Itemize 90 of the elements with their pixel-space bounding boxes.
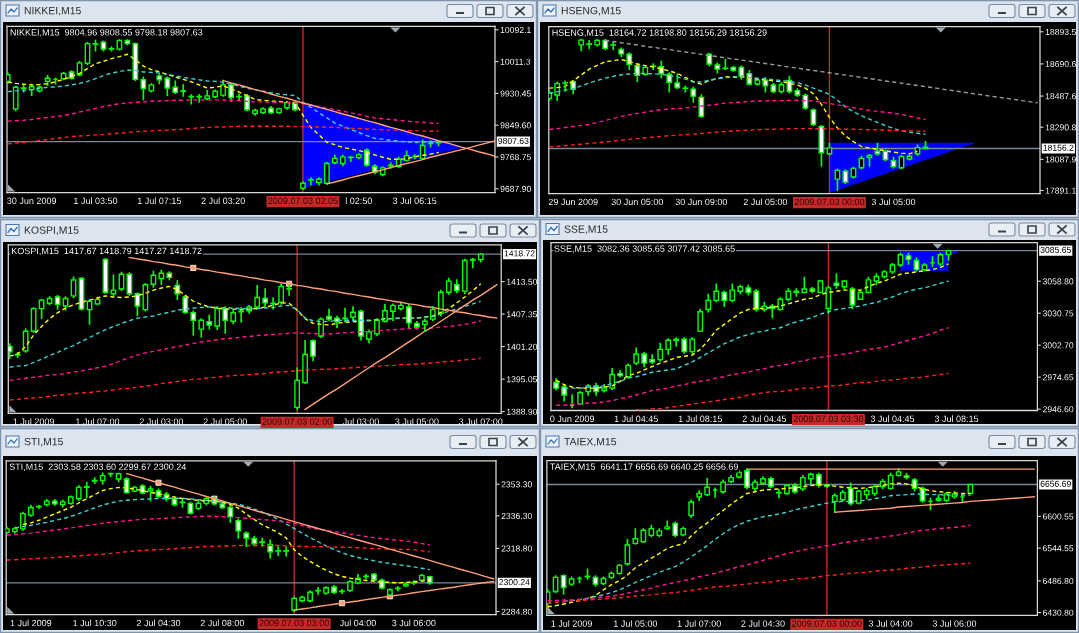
x-tick-label: 1 Jul 2009: [551, 620, 592, 627]
x-tick-label: 1 Jul 07:15: [137, 197, 182, 204]
y-tick-label: 1413.50: [507, 278, 538, 285]
ref-line-label: 2300.24: [499, 579, 530, 586]
x-tick-label: 30 Jun 09:00: [675, 198, 728, 206]
x-tick-label: 1 Jul 07:00: [677, 620, 721, 627]
x-tick-label: Jul 04:00: [339, 619, 376, 627]
ref-line-label: 6656.69: [1040, 480, 1071, 487]
x-tick-label: Jul 03:00: [342, 418, 379, 425]
x-tick-label: 1 Jul 04:45: [614, 415, 658, 422]
x-tick-label: 30 Jun 05:00: [611, 198, 664, 206]
x-tick-label: 1 Jul 07:00: [76, 418, 120, 425]
y-tick-label: 2353.30: [501, 481, 532, 488]
y-tick-label: 18487.6: [1045, 93, 1076, 100]
x-tick-label: 30 Jun 2009: [7, 197, 57, 204]
chart-title: HSENG,M15: [561, 6, 621, 16]
x-tick-label: 3 Jul 04:45: [870, 415, 915, 422]
chart-title: SSE,M15: [564, 225, 608, 235]
y-tick-label: 10011.3: [500, 58, 531, 65]
x-tick-label: 3 Jul 08:15: [934, 415, 979, 422]
x-tick-label: 3 Jul 06:15: [392, 197, 437, 204]
ref-line-label: 3085.65: [1040, 246, 1071, 253]
y-tick-label: 9930.45: [500, 90, 531, 97]
x-tick-label: 1 Jul 10:30: [73, 619, 117, 627]
x-tick-label: 3 Jul 05:00: [871, 198, 916, 206]
y-tick-label: 6430.80: [1042, 609, 1074, 616]
chart-title: TAIEX,M15: [564, 438, 617, 447]
chart-subtitle: KOSPI,M15 1417.67 1418.79 1417.27 1418.72: [12, 247, 202, 256]
y-tick-label: 2946.60: [1042, 406, 1074, 413]
x-tick-label: 3 Jul 06:00: [932, 620, 977, 627]
chart-title: NIKKEI,M15: [24, 7, 81, 16]
y-tick-label: 2974.65: [1042, 374, 1074, 381]
chart-subtitle: NIKKEI,M15 9804.96 9808.55 9798.18 9807.63: [10, 29, 203, 37]
x-tick-label: l 02:50: [345, 197, 372, 204]
x-tick-label: 2009.07.03 03:00: [259, 619, 329, 627]
y-tick-label: 2284.80: [501, 608, 532, 615]
chart-subtitle: TAIEX,M15 6641.17 6656.69 6640.25 6656.69: [550, 463, 738, 471]
y-tick-label: 6600.55: [1042, 513, 1074, 520]
y-tick-label: 9687.90: [500, 185, 531, 192]
ref-line-label: 9807.63: [498, 137, 529, 144]
y-tick-label: 18087.9: [1045, 156, 1076, 163]
y-tick-label: 2336.30: [501, 512, 532, 520]
y-tick-label: 3058.80: [1042, 278, 1074, 285]
x-tick-label: 2009.07.03 00:00: [792, 620, 862, 627]
x-tick-label: 2009.07.03 02:00: [262, 418, 332, 425]
chart-subtitle: STI,M15 2303.58 2303.60 2299.67 2300.24: [9, 463, 187, 471]
x-tick-label: 1 Jul 05:00: [613, 620, 658, 627]
x-tick-label: 2 Jul 04:30: [741, 620, 785, 627]
y-tick-label: 6486.80: [1042, 577, 1074, 585]
y-tick-label: 1407.35: [507, 311, 538, 318]
x-tick-label: 2009.07.03 03:30: [793, 415, 864, 422]
x-tick-label: 1 Jul 03:50: [74, 197, 118, 204]
y-tick-label: 1401.20: [507, 343, 538, 350]
y-tick-label: 1395.05: [507, 376, 538, 383]
y-tick-label: 2318.80: [501, 545, 532, 552]
x-tick-label: 1 Jul 08:15: [678, 415, 722, 422]
y-tick-label: 3030.75: [1042, 310, 1074, 317]
chart-title: STI,M15: [24, 437, 63, 447]
y-tick-label: 1388.90: [507, 408, 538, 415]
x-tick-label: 2 Jul 05:00: [203, 418, 247, 425]
chart-title: KOSPI,M15: [24, 226, 79, 236]
x-tick-label: 1 Jul 2009: [13, 418, 55, 425]
x-tick-label: 29 Jun 2009: [548, 198, 598, 206]
y-tick-label: 18690.6: [1045, 61, 1076, 68]
x-tick-label: 2 Jul 04:45: [742, 415, 787, 422]
y-tick-label: 10092.1: [500, 26, 531, 34]
y-tick-label: 9768.75: [500, 154, 531, 161]
x-tick-label: 2 Jul 03:20: [201, 197, 245, 204]
x-tick-label: 3 Jul 07:00: [459, 418, 503, 425]
x-tick-label: 3 Jul 05:00: [395, 418, 439, 425]
y-tick-label: 18290.8: [1045, 124, 1076, 131]
y-tick-label: 17891.1: [1045, 187, 1076, 194]
x-tick-label: 3 Jul 04:00: [868, 620, 913, 627]
x-tick-label: 0 Jun 2009: [550, 415, 595, 422]
x-tick-label: 2 Jul 03:00: [139, 418, 184, 425]
y-tick-label: 9849.60: [500, 122, 531, 129]
y-tick-label: 3002.70: [1042, 342, 1074, 349]
chart-subtitle: HSENG,M15 18164.72 18198.80 18156.29 18156.29: [552, 29, 767, 37]
x-tick-label: 3 Jul 06:00: [392, 619, 436, 627]
x-tick-label: 2 Jul 04:30: [136, 619, 181, 627]
ref-line-label: 18156.2: [1043, 144, 1074, 151]
x-tick-label: 2 Jul 08:00: [200, 619, 245, 627]
ref-line-label: 1418.72: [504, 250, 535, 257]
chart-subtitle: SSE,M15 3082.36 3085.65 3077.42 3085.65: [554, 245, 735, 253]
y-tick-label: 6544.55: [1042, 545, 1074, 552]
x-tick-label: 2 Jul 05:00: [743, 198, 788, 206]
x-tick-label: 2009.07.03 02:05: [268, 197, 338, 204]
x-tick-label: 1 Jul 2009: [10, 619, 52, 627]
x-tick-label: 2009.07.03 00:00: [794, 198, 865, 206]
y-tick-label: 18893.5: [1045, 28, 1076, 35]
